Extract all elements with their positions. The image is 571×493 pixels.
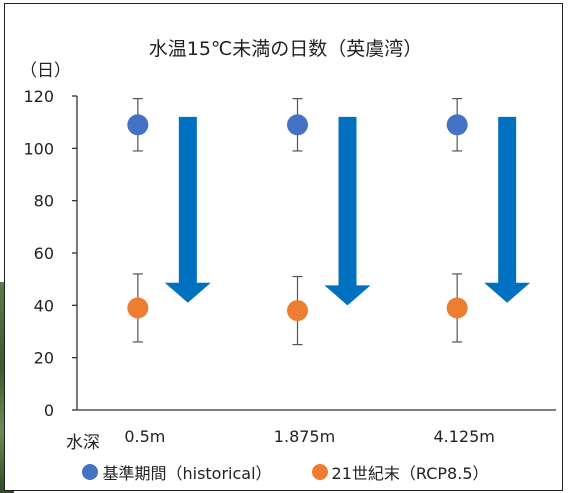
down-arrow-2 [484, 116, 531, 303]
y-tick-label: 20 [34, 349, 54, 368]
data-point-series-1 [446, 297, 468, 319]
legend-marker-historical [82, 464, 99, 480]
legend-label-rcp85: 21世紀末（RCP8.5） [331, 464, 489, 483]
down-arrow-0 [164, 116, 211, 303]
chart-title: 水温15℃未満の日数（英虞湾） [148, 38, 423, 60]
legend-label-historical: 基準期間（historical） [102, 464, 272, 483]
legend: 基準期間（historical） 21世紀末（RCP8.5） [0, 460, 571, 484]
x-tick-label: 0.5m [124, 427, 165, 446]
x-tick-label: 1.875m [274, 427, 335, 446]
data-point-series-1 [127, 297, 149, 319]
y-tick-label: 0 [44, 401, 54, 420]
data-point-series-1 [287, 300, 308, 322]
y-tick-label: 60 [34, 244, 54, 263]
data-point-series-0 [127, 114, 149, 136]
y-tick-label: 120 [23, 87, 54, 106]
down-arrow-1 [324, 116, 371, 306]
data-point-series-0 [446, 114, 468, 136]
y-tick-label: 80 [34, 192, 54, 211]
x-tick-label: 4.125m [433, 427, 494, 446]
x-axis-label: 水深 [66, 433, 100, 453]
legend-item-historical: 基準期間（historical） [82, 460, 272, 484]
legend-marker-rcp85 [311, 464, 328, 480]
data-point-series-0 [287, 114, 308, 136]
y-tick-label: 100 [23, 139, 54, 158]
y-axis-unit-label: （日） [20, 61, 71, 81]
y-tick-label: 40 [34, 296, 54, 315]
legend-item-rcp85: 21世紀末（RCP8.5） [311, 460, 489, 484]
